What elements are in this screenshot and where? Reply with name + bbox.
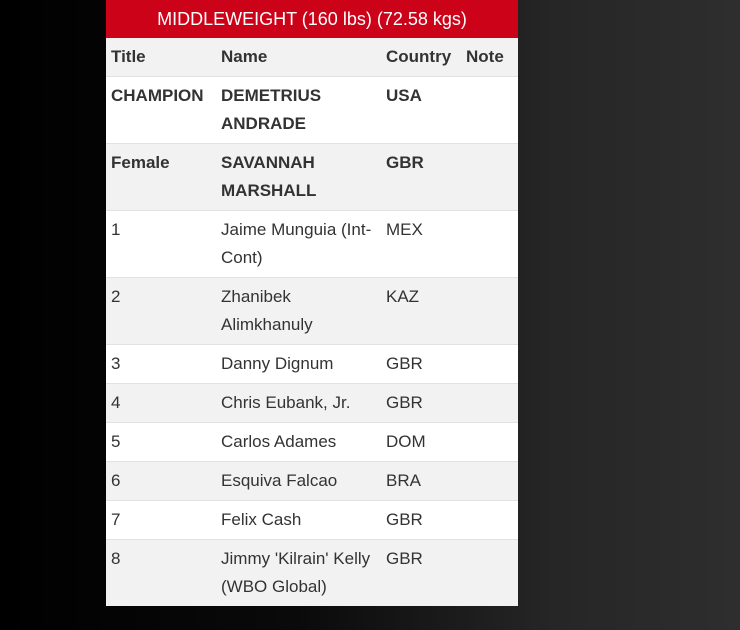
cell-title: 2: [111, 287, 121, 306]
cell-country: GBR: [386, 393, 423, 412]
table-row: 3 Danny Dignum GBR: [106, 344, 518, 384]
cell-name: Felix Cash: [221, 510, 302, 529]
table-row: 5 Carlos Adames DOM: [106, 422, 518, 462]
table-row: CHAMPION DEMETRIUS ANDRADE USA: [106, 76, 518, 144]
cell-title: CHAMPION: [111, 86, 204, 105]
table-row: 6 Esquiva Falcao BRA: [106, 461, 518, 501]
cell-name: SAVANNAH MARSHALL: [221, 153, 317, 200]
cell-title: 4: [111, 393, 121, 412]
cell-note: [461, 423, 518, 462]
column-header-title: Title: [111, 47, 146, 66]
cell-note: [461, 501, 518, 540]
column-header-note: Note: [466, 47, 504, 66]
cell-name: Zhanibek Alimkhanuly: [221, 287, 313, 334]
cell-country: DOM: [386, 432, 426, 451]
cell-note: [461, 462, 518, 501]
cell-country: MEX: [386, 220, 423, 239]
cell-name: DEMETRIUS ANDRADE: [221, 86, 322, 133]
table-row: 8 Jimmy 'Kilrain' Kelly (WBO Global) GBR: [106, 539, 518, 607]
cell-note: [461, 540, 518, 607]
cell-title: 7: [111, 510, 121, 529]
cell-note: [461, 384, 518, 423]
column-header-country: Country: [386, 47, 452, 66]
cell-country: GBR: [386, 510, 423, 529]
cell-name: Danny Dignum: [221, 354, 334, 373]
table-row: 4 Chris Eubank, Jr. GBR: [106, 383, 518, 423]
table-row: 2 Zhanibek Alimkhanuly KAZ: [106, 277, 518, 345]
cell-title: 6: [111, 471, 121, 490]
cell-country: GBR: [386, 549, 423, 568]
cell-name: Jaime Munguia (Int-Cont): [221, 220, 372, 267]
cell-note: [461, 278, 518, 345]
cell-title: 5: [111, 432, 121, 451]
cell-name: Carlos Adames: [221, 432, 337, 451]
cell-note: [461, 144, 518, 211]
table-row: 7 Felix Cash GBR: [106, 500, 518, 540]
rankings-table: Title Name Country Note CHAMPION DEMETRIU…: [106, 38, 518, 606]
table-row: 1 Jaime Munguia (Int-Cont) MEX: [106, 210, 518, 278]
cell-note: [461, 345, 518, 384]
rankings-table-container: MIDDLEWEIGHT (160 lbs) (72.58 kgs) Title…: [106, 0, 518, 606]
cell-name: Jimmy 'Kilrain' Kelly (WBO Global): [221, 549, 371, 596]
cell-title: 8: [111, 549, 121, 568]
cell-title: Female: [111, 153, 170, 172]
cell-title: 3: [111, 354, 121, 373]
cell-name: Esquiva Falcao: [221, 471, 338, 490]
cell-note: [461, 77, 518, 144]
cell-country: USA: [386, 86, 422, 105]
cell-note: [461, 211, 518, 278]
column-header-name: Name: [221, 47, 268, 66]
cell-country: GBR: [386, 153, 424, 172]
cell-country: BRA: [386, 471, 421, 490]
cell-name: Chris Eubank, Jr.: [221, 393, 351, 412]
table-row: Female SAVANNAH MARSHALL GBR: [106, 143, 518, 211]
cell-country: KAZ: [386, 287, 420, 306]
cell-country: GBR: [386, 354, 423, 373]
cell-title: 1: [111, 220, 121, 239]
division-header: MIDDLEWEIGHT (160 lbs) (72.58 kgs): [106, 0, 518, 38]
column-header-row: Title Name Country Note: [106, 38, 518, 77]
